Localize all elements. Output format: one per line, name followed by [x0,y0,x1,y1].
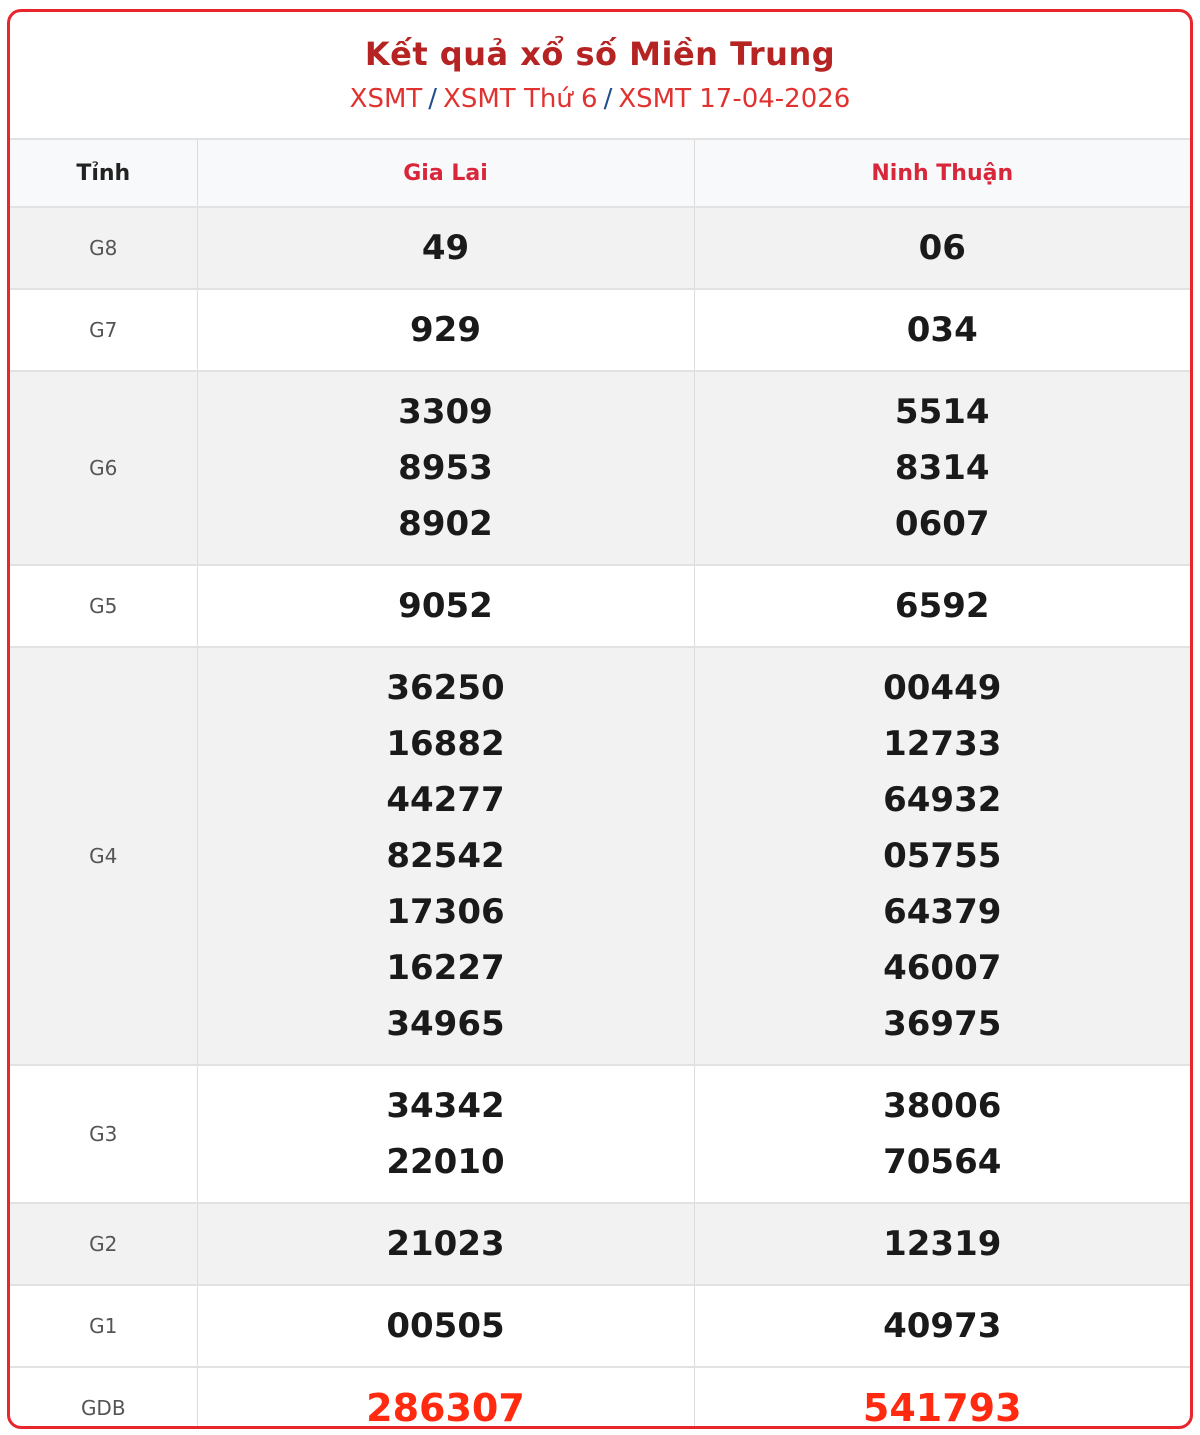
column-header-gia-lai[interactable]: Gia Lai [196,138,695,208]
prize-number: 64379 [883,892,1002,932]
breadcrumb-xsmt-date[interactable]: XSMT 17-04-2026 [618,84,851,114]
prize-number: 00449 [883,668,1002,708]
prize-cell: 21023 [196,1202,695,1286]
results-table: Tỉnh Gia Lai Ninh Thuận G8 49 06 G7 929 034 G6… [10,138,1190,1429]
prize-cell: 6592 [693,564,1190,648]
prize-number: 17306 [386,892,505,932]
prize-label: G8 [10,206,198,290]
prize-label: G3 [10,1064,198,1204]
breadcrumb-separator: / [603,84,613,114]
prize-number: 9052 [398,586,493,626]
prize-number: 12319 [883,1224,1002,1264]
results-card: Kết quả xổ số Miền Trung XSMT / XSMT Thứ 6… [7,9,1193,1429]
prize-cell: 40973 [693,1284,1190,1368]
prize-number: 34342 [386,1086,505,1126]
table-row: G3 34342 22010 38006 70564 [10,1064,1190,1204]
table-row: G2 21023 12319 [10,1202,1190,1286]
prize-cell: 034 [693,288,1190,372]
prize-label: G6 [10,370,198,566]
special-prize-number: 541793 [862,1386,1022,1429]
prize-number: 929 [410,310,481,350]
prize-cell: 34342 22010 [196,1064,695,1204]
table-row: G5 9052 6592 [10,564,1190,648]
prize-number: 36975 [883,1004,1002,1044]
prize-cell: 929 [196,288,695,372]
prize-number: 12733 [883,724,1002,764]
prize-cell: 49 [196,206,695,290]
prize-number: 6592 [894,586,990,626]
prize-label: G2 [10,1202,198,1286]
prize-number: 36250 [386,668,505,708]
prize-number: 16227 [386,948,505,988]
page-title: Kết quả xổ số Miền Trung [364,35,836,73]
prize-number: 40973 [883,1306,1002,1346]
prize-number: 8902 [398,504,493,544]
prize-number: 8953 [398,448,493,488]
prize-number: 64932 [883,780,1002,820]
prize-number: 00505 [386,1306,505,1346]
prize-number: 70564 [883,1142,1002,1182]
prize-label: G7 [10,288,198,372]
prize-number: 22010 [386,1142,505,1182]
table-row: GDB 286307 541793 [10,1366,1190,1429]
prize-cell: 12319 [693,1202,1190,1286]
breadcrumb-xsmt-thu-6[interactable]: XSMT Thứ 6 [443,84,598,114]
table-row: G8 49 06 [10,206,1190,290]
results-header: Kết quả xổ số Miền Trung XSMT / XSMT Thứ 6… [10,12,1190,138]
breadcrumb: XSMT / XSMT Thứ 6/XSMT 17-04-2026 [10,82,1190,116]
special-prize-number: 286307 [366,1386,525,1429]
prize-cell: 9052 [196,564,695,648]
prize-number: 05755 [883,836,1002,876]
prize-cell: 3309 8953 8902 [196,370,695,566]
prize-label: GDB [10,1366,198,1426]
prize-label: G1 [10,1284,198,1368]
prize-number: 3309 [398,392,493,432]
prize-cell: 38006 70564 [693,1064,1190,1204]
breadcrumb-separator: / [428,84,438,114]
prize-number: 38006 [883,1086,1002,1126]
prize-cell: 36250 16882 44277 82542 17306 16227 34965 [196,646,695,1066]
table-row: G6 3309 8953 8902 5514 8314 0607 [10,370,1190,566]
table-row: G1 00505 40973 [10,1284,1190,1368]
prize-number: 49 [421,228,470,268]
breadcrumb-xsmt[interactable]: XSMT [349,84,423,114]
prize-number: 5514 [894,392,990,432]
prize-number: 46007 [883,948,1002,988]
table-header-row: Tỉnh Gia Lai Ninh Thuận [10,138,1190,208]
prize-cell: 00505 [196,1284,695,1368]
column-header-province: Tỉnh [10,138,198,208]
column-header-ninh-thuan[interactable]: Ninh Thuận [693,138,1190,208]
prize-cell: 541793 [693,1366,1190,1429]
prize-number: 0607 [894,504,990,544]
prize-number: 06 [918,228,966,268]
table-row: G4 36250 16882 44277 82542 17306 16227 34965 004… [10,646,1190,1066]
prize-number: 16882 [386,724,505,764]
prize-number: 34965 [386,1004,505,1044]
prize-cell: 286307 [196,1366,695,1429]
prize-number: 21023 [386,1224,505,1264]
prize-cell: 06 [693,206,1190,290]
prize-number: 8314 [894,448,990,488]
prize-number: 034 [906,310,978,350]
prize-number: 44277 [386,780,505,820]
prize-cell: 00449 12733 64932 05755 64379 46007 36975 [693,646,1190,1066]
table-row: G7 929 034 [10,288,1190,372]
prize-label: G4 [10,646,198,1066]
prize-number: 82542 [386,836,505,876]
prize-label: G5 [10,564,198,648]
prize-cell: 5514 8314 0607 [693,370,1190,566]
